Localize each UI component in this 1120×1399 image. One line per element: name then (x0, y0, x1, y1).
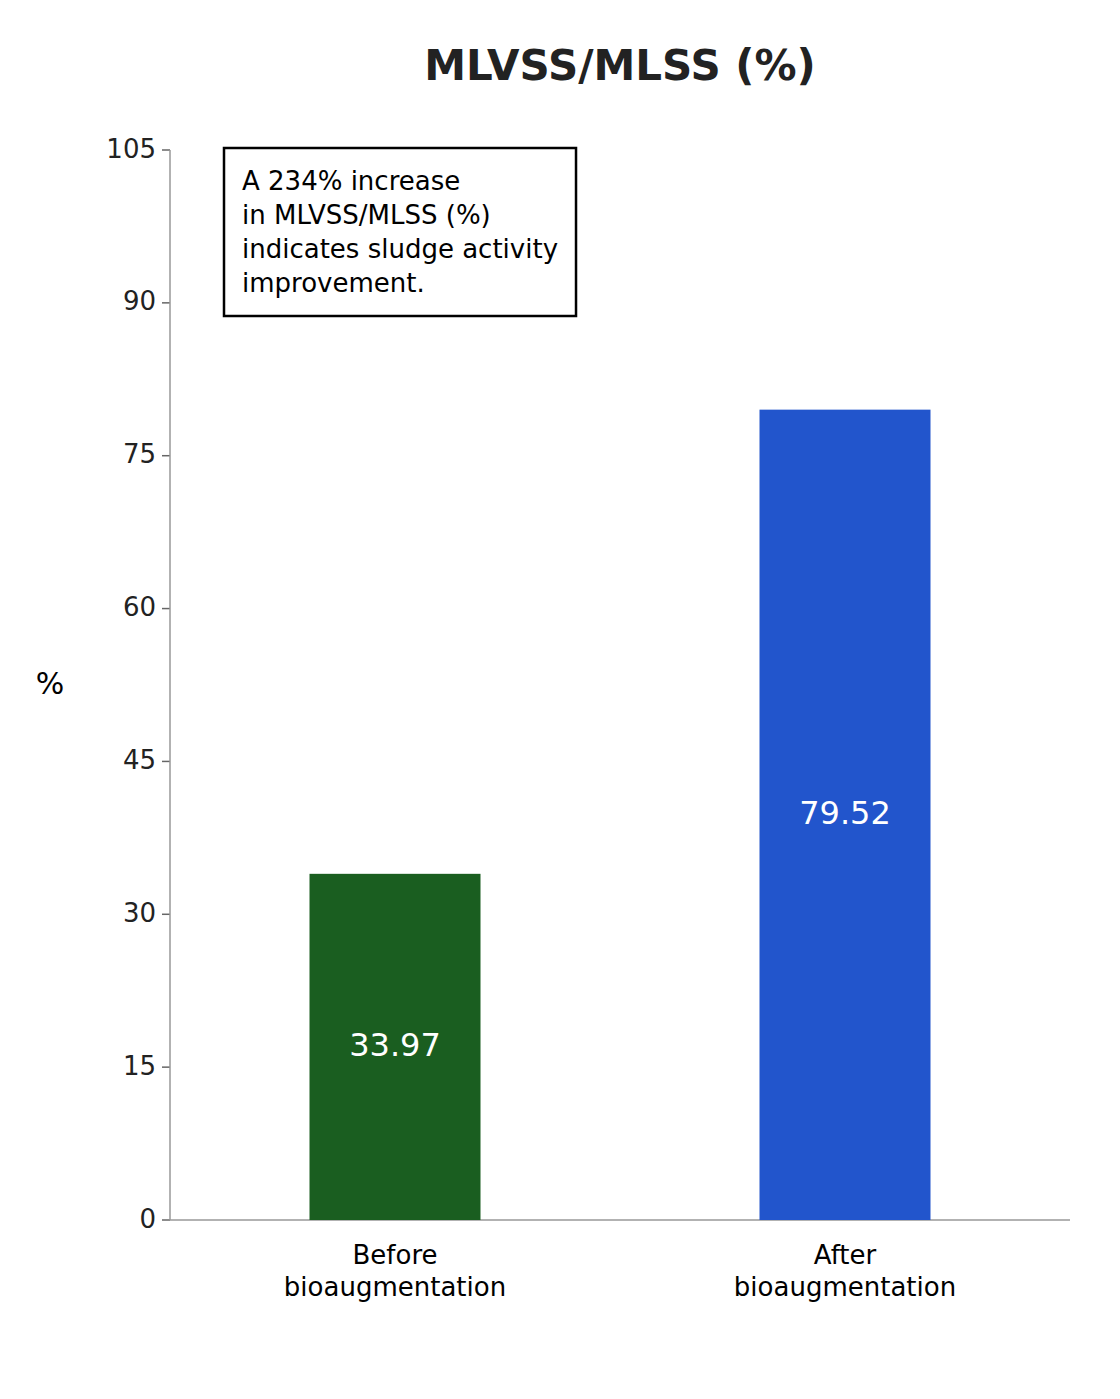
bars (310, 410, 931, 1220)
annotation-line: improvement. (242, 268, 425, 298)
background (0, 0, 1120, 1399)
y-axis: 0 15 30 45 60 75 90 105 (106, 134, 170, 1234)
y-tick-label: 75 (123, 439, 156, 469)
y-tick (162, 761, 170, 763)
y-tick-label: 30 (123, 898, 156, 928)
chart-svg: MLVSS/MLSS (%) 0 15 30 45 60 75 90 105% 33.97 79.5… (0, 0, 1120, 1399)
y-axis-line (169, 150, 171, 1220)
y-tick-label: 0 (139, 1204, 156, 1234)
chart-container: MLVSS/MLSS (%) 0 15 30 45 60 75 90 105% 33.97 79.5… (0, 0, 1120, 1399)
annotation-line: A 234% increase (242, 166, 460, 196)
annotation: A 234% increase in MLVSS/MLSS (%) indicate… (224, 148, 576, 316)
y-tick-label: 45 (123, 745, 156, 775)
x-axis-line (170, 1219, 1070, 1221)
annotation-line: in MLVSS/MLSS (%) (242, 200, 491, 230)
y-tick-label: 105 (106, 134, 156, 164)
data-label: 33.97 (349, 1026, 441, 1064)
x-tick-label: Afterbioaugmentation (734, 1240, 956, 1302)
y-tick (162, 1219, 170, 1221)
y-tick-label: 15 (123, 1051, 156, 1081)
y-axis-label: % (36, 666, 65, 701)
x-tick-label-line: After (814, 1240, 877, 1270)
x-axis: BeforebioaugmentationAfterbioaugmentatio… (284, 1240, 956, 1302)
y-tick (162, 914, 170, 916)
x-tick-label: Beforebioaugmentation (284, 1240, 506, 1302)
bar (760, 410, 931, 1220)
bar (310, 874, 481, 1220)
y-tick-label: 60 (123, 592, 156, 622)
y-tick-label: 90 (123, 286, 156, 316)
x-tick-label-line: bioaugmentation (284, 1272, 506, 1302)
x-tick-label-line: Before (352, 1240, 437, 1270)
y-tick (162, 608, 170, 610)
annotation-line: indicates sludge activity (242, 234, 558, 264)
y-tick (162, 302, 170, 304)
data-label: 79.52 (799, 794, 891, 832)
y-tick (162, 455, 170, 457)
y-tick (162, 1066, 170, 1068)
annotation-box (224, 148, 576, 316)
data-labels: 33.97 79.52 (349, 794, 891, 1064)
chart-title: MLVSS/MLSS (%) (424, 41, 816, 90)
x-tick-label-line: bioaugmentation (734, 1272, 956, 1302)
annotation-text: A 234% increase in MLVSS/MLSS (%) indicate… (242, 166, 558, 298)
y-tick (162, 149, 170, 151)
